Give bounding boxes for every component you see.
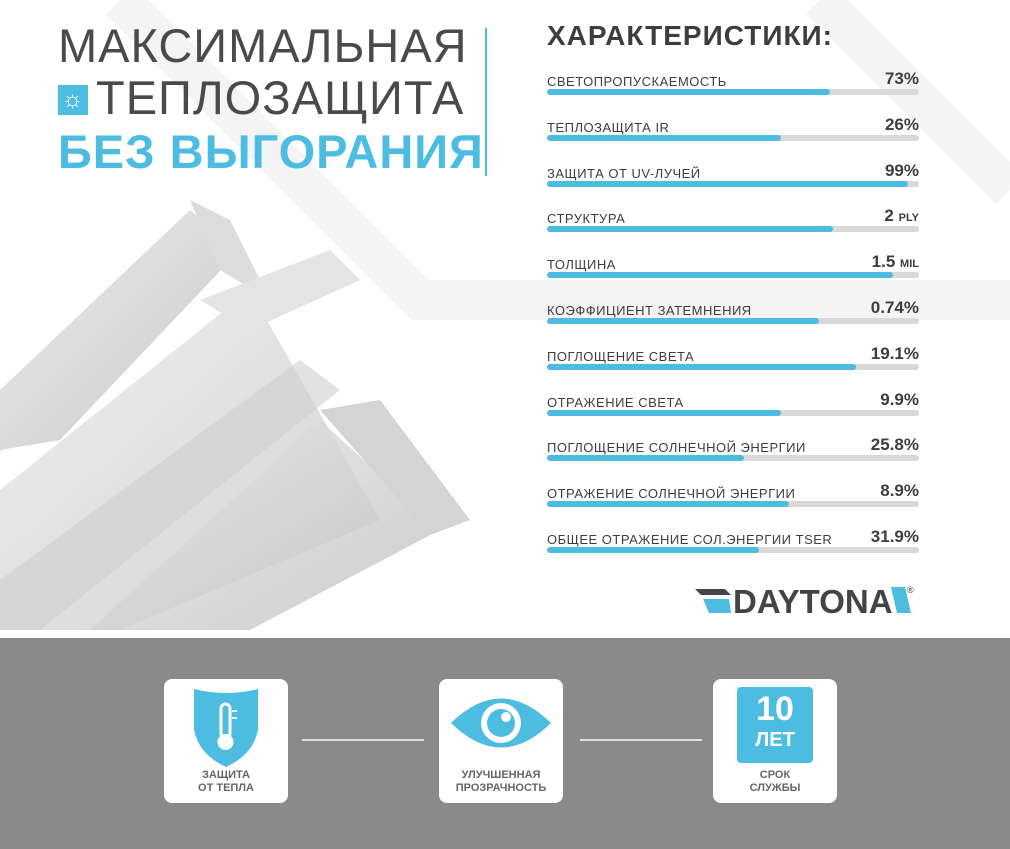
connector-line: [302, 739, 424, 741]
thermometer-shield-icon: [194, 689, 258, 767]
headline-line2: ТЕПЛОЗАЩИТА: [96, 71, 465, 124]
spec-bar-track: [547, 546, 919, 553]
feature-caption: ЗАЩИТА: [202, 769, 250, 781]
spec-row: СВЕТОПРОПУСКАЕМОСТЬ 73%: [547, 66, 919, 112]
daytona-logo: DAYTONA ®: [695, 583, 915, 617]
divider: [485, 28, 487, 176]
spec-bar-fill: [547, 455, 745, 462]
feature-card-service-life: 10 ЛЕТ СРОК СЛУЖБЫ: [713, 679, 837, 803]
spec-value: 26%: [885, 115, 919, 135]
spec-bar-fill: [547, 89, 830, 95]
spec-value-number: 9.9%: [880, 389, 919, 409]
spec-label: ПОГЛОЩЕНИЕ СВЕТА: [547, 348, 695, 364]
feature-caption: СЛУЖБЫ: [749, 782, 801, 794]
connector-line: [580, 739, 702, 741]
spec-value: 8.9%: [880, 481, 919, 501]
spec-bar-fill: [547, 134, 782, 141]
spec-label: СВЕТОПРОПУСКАЕМОСТЬ: [547, 74, 727, 89]
brand-logo-mark: DAYTONA ®: [695, 583, 914, 617]
feature-caption: ОТ ТЕПЛА: [198, 782, 254, 794]
spec-value: 25.8%: [871, 435, 919, 455]
spec-label: ТОЛЩИНА: [547, 257, 616, 273]
spec-value: 31.9%: [871, 527, 919, 547]
headline-line1: МАКСИМАЛЬНАЯ: [58, 19, 468, 72]
spec-bar-fill: [547, 226, 834, 233]
spec-unit: PLY: [898, 212, 919, 225]
spec-bar-track: [547, 317, 919, 324]
calendar-years-icon: 10 ЛЕТ: [737, 687, 813, 763]
feature-caption: СРОК: [759, 769, 791, 781]
spec-label: КОЭФФИЦИЕНТ ЗАТЕМНЕНИЯ: [547, 302, 752, 318]
spec-row: КОЭФФИЦИЕНТ ЗАТЕМНЕНИЯ 0.74%: [547, 295, 919, 341]
spec-value: 19.1%: [871, 344, 919, 364]
spec-value: 99%: [885, 161, 919, 181]
spec-bar-track: [547, 272, 919, 279]
spec-bar-track: [547, 501, 919, 508]
spec-label: ТЕПЛОЗАЩИТА IR: [547, 119, 670, 135]
spec-label: ЗАЩИТА ОТ UV-ЛУЧЕЙ: [547, 165, 701, 181]
spec-bar-fill: [547, 272, 893, 279]
spec-row: ОТРАЖЕНИЕ СОЛНЕЧНОЙ ЭНЕРГИИ 8.9%: [547, 478, 919, 524]
years-number: 10: [756, 690, 794, 728]
spec-value-number: 2: [884, 206, 894, 226]
spec-value-number: 99%: [884, 160, 919, 180]
spec-bar-fill: [547, 363, 856, 370]
spec-row: ТЕПЛОЗАЩИТА IR 26%: [547, 112, 919, 158]
spec-label: СТРУКТУРА: [547, 211, 626, 227]
spec-value-number: 73%: [884, 69, 919, 88]
sun-icon: ☼: [58, 85, 88, 115]
feature-caption: УЛУЧШЕННАЯ: [461, 769, 541, 781]
spec-row: ОТРАЖЕНИЕ СВЕТА 9.9%: [547, 387, 919, 433]
film-rolls-image: [0, 200, 470, 630]
spec-value: 2 PLY: [884, 206, 919, 226]
spec-bar-track: [547, 409, 919, 416]
spec-row: СТРУКТУРА 2 PLY: [547, 203, 919, 249]
spec-row: ЗАЩИТА ОТ UV-ЛУЧЕЙ 99%: [547, 158, 919, 204]
spec-bar-track: [547, 89, 919, 95]
spec-value: 1.5 MIL: [872, 252, 919, 272]
spec-row: ТОЛЩИНА 1.5 MIL: [547, 249, 919, 295]
spec-value: 9.9%: [880, 390, 919, 410]
spec-bar-track: [547, 134, 919, 141]
spec-value-number: 1.5: [871, 252, 896, 272]
spec-value-number: 31.9%: [870, 526, 919, 546]
years-unit: ЛЕТ: [755, 729, 795, 751]
spec-value-number: 19.1%: [870, 343, 919, 363]
spec-value: 0.74%: [871, 298, 919, 318]
spec-value-number: 8.9%: [880, 481, 919, 501]
brand-name: DAYTONA: [733, 583, 893, 617]
spec-bar-fill: [547, 409, 782, 416]
headline: МАКСИМАЛЬНАЯ ☼ ТЕПЛОЗАЩИТА БЕЗ ВЫГОРАНИЯ: [58, 19, 484, 180]
spec-bar-fill: [547, 317, 819, 324]
spec-label: ПОГЛОЩЕНИЕ СОЛНЕЧНОЙ ЭНЕРГИИ: [547, 440, 806, 456]
specifications: ХАРАКТЕРИСТИКИ: СВЕТОПРОПУСКАЕМОСТЬ 73% …: [547, 20, 919, 570]
spec-bar-fill: [547, 501, 789, 508]
spec-bar-fill: [547, 180, 908, 187]
eye-icon: [451, 698, 551, 748]
spec-row: ПОГЛОЩЕНИЕ СОЛНЕЧНОЙ ЭНЕРГИИ 25.8%: [547, 432, 919, 478]
spec-row: ОБЩЕЕ ОТРАЖЕНИЕ СОЛ.ЭНЕРГИИ TSER 31.9%: [547, 524, 919, 570]
spec-value-number: 26%: [884, 114, 919, 134]
headline-line3: БЕЗ ВЫГОРАНИЯ: [58, 125, 484, 178]
spec-bar-track: [547, 226, 919, 233]
spec-value: 73%: [885, 69, 919, 89]
spec-label: ОБЩЕЕ ОТРАЖЕНИЕ СОЛ.ЭНЕРГИИ TSER: [547, 531, 833, 547]
spec-bar-track: [547, 363, 919, 370]
spec-unit: MIL: [900, 258, 919, 271]
spec-label: ОТРАЖЕНИЕ СОЛНЕЧНОЙ ЭНЕРГИИ: [547, 486, 796, 502]
registered-mark: ®: [907, 585, 914, 595]
spec-bar-track: [547, 180, 919, 187]
spec-value-number: 0.74%: [870, 297, 919, 317]
feature-card-transparency: УЛУЧШЕННАЯ ПРОЗРАЧНОСТЬ: [439, 679, 563, 803]
spec-bar-track: [547, 455, 919, 462]
spec-value-number: 25.8%: [870, 435, 919, 455]
spec-label: ОТРАЖЕНИЕ СВЕТА: [547, 394, 684, 410]
feature-caption: ПРОЗРАЧНОСТЬ: [455, 782, 547, 794]
feature-card-heat-protection: ЗАЩИТА ОТ ТЕПЛА: [164, 679, 288, 803]
spec-bar-fill: [547, 546, 760, 553]
specs-title: ХАРАКТЕРИСТИКИ:: [547, 20, 833, 51]
spec-row: ПОГЛОЩЕНИЕ СВЕТА 19.1%: [547, 341, 919, 387]
